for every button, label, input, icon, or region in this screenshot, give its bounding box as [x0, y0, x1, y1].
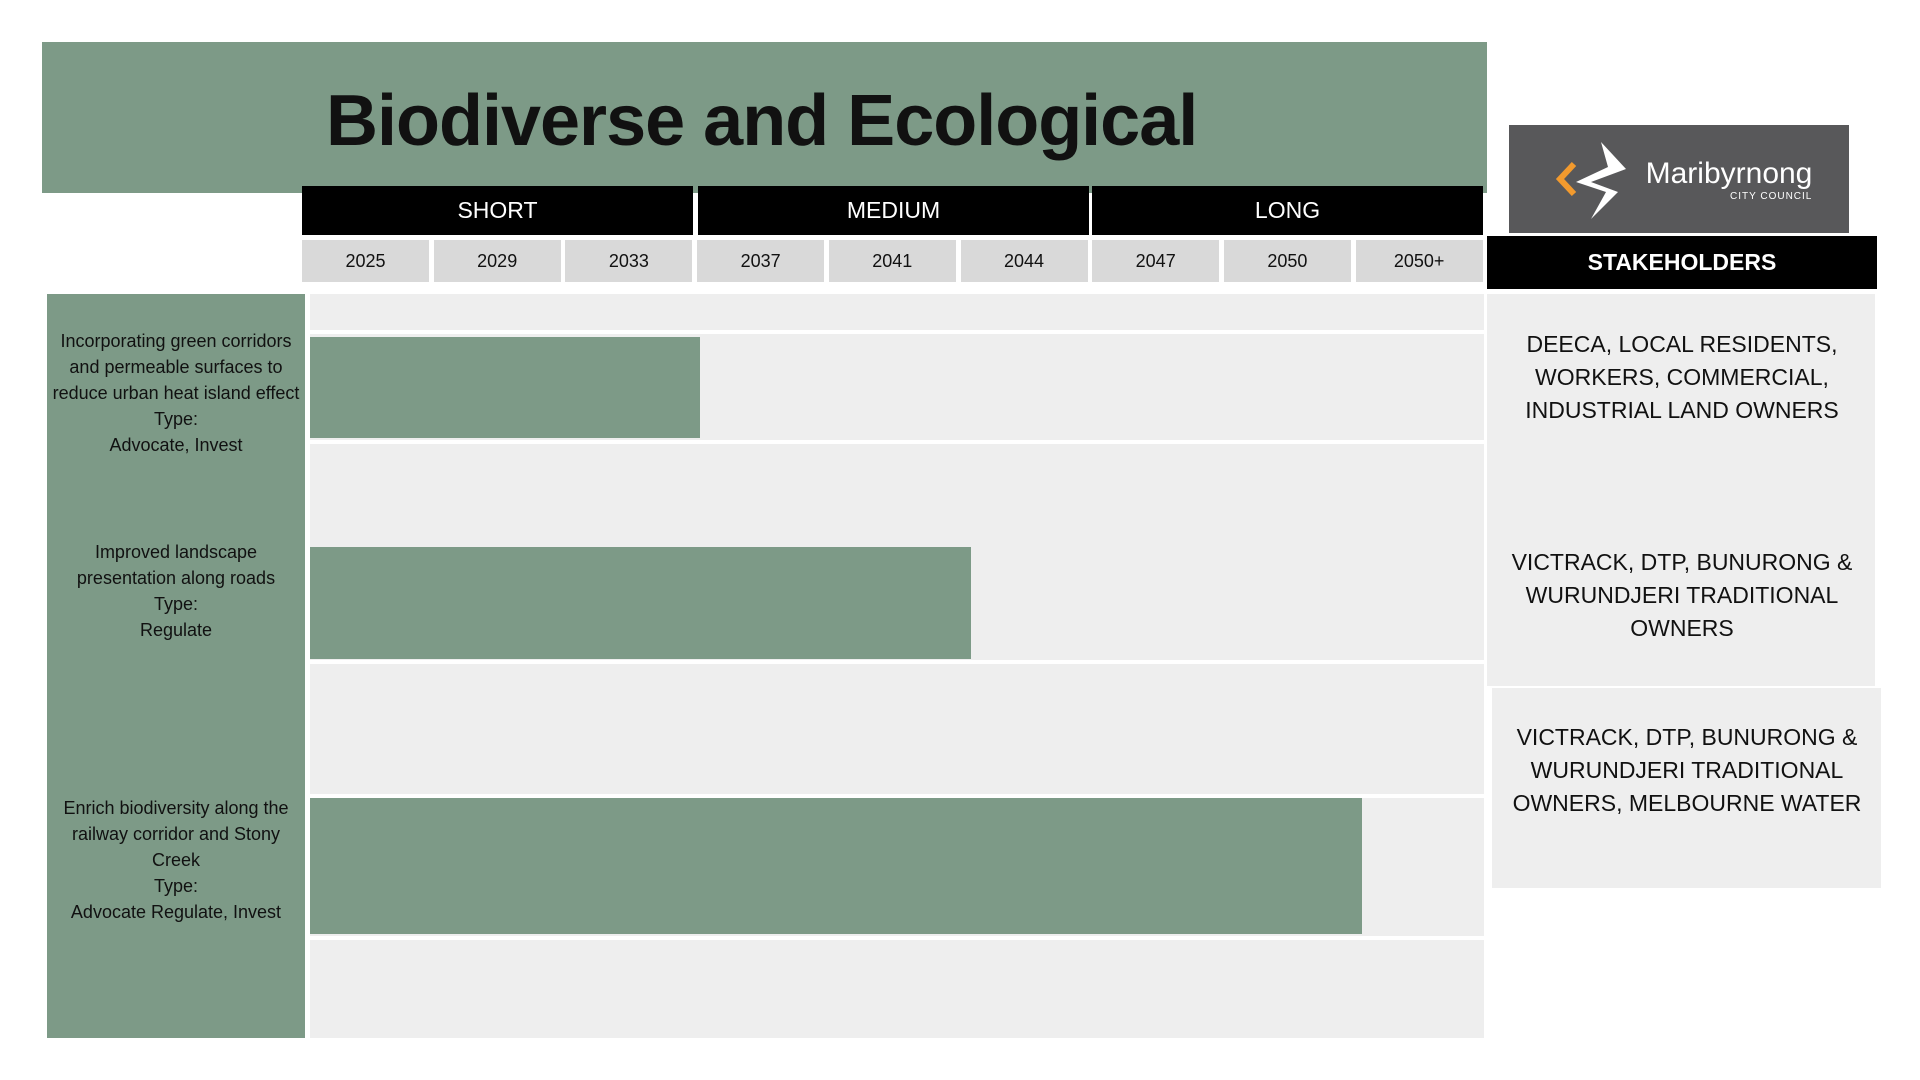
description-column: [47, 294, 305, 1038]
year-label: 2050: [1223, 240, 1351, 282]
year-label: 2025: [302, 240, 429, 282]
year-label: 2041: [828, 240, 956, 282]
logo-mark: [1575, 142, 1626, 219]
description-text: Enrich biodiversity along the railway co…: [63, 798, 289, 870]
logo-name: Maribyrnong: [1645, 156, 1813, 190]
type-label: Type:: [153, 876, 199, 896]
type-label: Type:: [153, 594, 199, 614]
row-divider: [310, 936, 1494, 940]
year-label: 2050+: [1355, 240, 1483, 282]
stakeholders-heading: STAKEHOLDERS: [1487, 236, 1877, 289]
year-label: 2037: [697, 240, 825, 282]
phase-header: SHORT: [302, 186, 693, 235]
stakeholders-text: VICTRACK, DTP, BUNURONG & WURUNDJERI TRA…: [1512, 723, 1862, 816]
phase-header: MEDIUM: [698, 186, 1089, 235]
type-value: Advocate, Invest: [109, 435, 243, 455]
timeline-bar: [310, 547, 971, 659]
logo-text: Maribyrnong CITY COUNCIL: [1646, 157, 1813, 202]
title-band: [42, 42, 1487, 193]
type-value: Regulate: [139, 620, 213, 640]
description-text: Improved landscape presentation along ro…: [76, 542, 276, 588]
timeline-bar: [310, 798, 1362, 934]
type-label: Type:: [153, 409, 199, 429]
row-divider: [310, 330, 1484, 334]
logo-subtitle: CITY COUNCIL: [1729, 190, 1813, 202]
year-label: 2044: [960, 240, 1088, 282]
row-divider: [310, 440, 1484, 444]
stakeholders-text: DEECA, LOCAL RESIDENTS, WORKERS, COMMERC…: [1525, 330, 1839, 423]
stakeholder-box: [1487, 294, 1875, 686]
row-description: Incorporating green corridors and permea…: [50, 318, 302, 468]
year-label: 2033: [565, 240, 693, 282]
timeline-bar: [310, 337, 700, 438]
logo-chevron: [1555, 161, 1576, 197]
year-label: 2047: [1092, 240, 1220, 282]
year-label: 2029: [433, 240, 561, 282]
type-value: Advocate Regulate, Invest: [70, 902, 282, 922]
row-divider: [310, 794, 1494, 798]
logo: Maribyrnong CITY COUNCIL: [1509, 125, 1849, 233]
page-title: Biodiverse and Ecological: [326, 81, 1198, 161]
row-description: Enrich biodiversity along the railway co…: [50, 790, 302, 930]
row-description: Improved landscape presentation along ro…: [50, 536, 302, 646]
stakeholder-box: [1492, 688, 1881, 888]
row-divider: [310, 660, 1484, 664]
phase-header: LONG: [1092, 186, 1483, 235]
logo-icon: [1555, 142, 1626, 219]
description-text: Incorporating green corridors and permea…: [52, 331, 300, 403]
stakeholders-text: VICTRACK, DTP, BUNURONG & WURUNDJERI TRA…: [1511, 548, 1853, 641]
